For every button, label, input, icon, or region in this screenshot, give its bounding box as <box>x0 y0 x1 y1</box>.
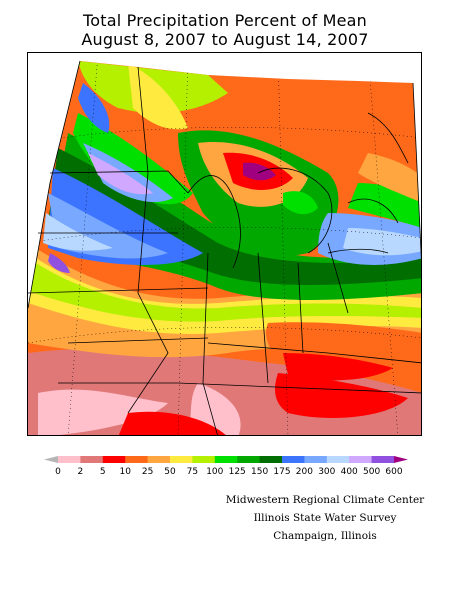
legend-swatch <box>214 456 238 463</box>
credit-survey: Illinois State Water Survey <box>253 512 397 524</box>
legend-tick-label: 300 <box>318 467 335 475</box>
legend-tick-label: 5 <box>100 467 106 475</box>
legend-swatch <box>192 456 216 463</box>
legend-swatch <box>147 456 171 463</box>
legend-swatch <box>237 456 261 463</box>
legend-swatch <box>259 456 283 463</box>
legend-tick-label: 25 <box>142 467 153 475</box>
legend-swatch <box>102 456 126 463</box>
legend-swatch <box>304 456 328 463</box>
legend-swatch <box>58 456 81 463</box>
legend-arrow-low <box>44 456 58 463</box>
legend-swatch <box>80 456 104 463</box>
credit-organization: Midwestern Regional Climate Center <box>225 494 425 506</box>
legend-tick-label: 400 <box>341 467 358 475</box>
legend-tick-label: 100 <box>206 467 223 475</box>
legend-tick-label: 0 <box>55 467 61 475</box>
legend-tick-label: 125 <box>229 467 246 475</box>
legend-swatch <box>326 456 350 463</box>
credit-location: Champaign, Illinois <box>273 530 377 542</box>
legend-tick-label: 2 <box>78 467 84 475</box>
legend-tick-label: 10 <box>119 467 131 475</box>
legend-tick-label: 200 <box>296 467 313 475</box>
precipitation-map-graphic <box>28 60 421 435</box>
legend-swatch <box>170 456 193 463</box>
map-title: Total Precipitation Percent of Mean <box>83 11 367 30</box>
state-boundaries <box>28 60 421 435</box>
legend-swatch <box>282 456 305 463</box>
graticule <box>28 61 421 435</box>
legend-tick-label: 50 <box>164 467 176 475</box>
map-subtitle: August 8, 2007 to August 14, 2007 <box>81 30 369 49</box>
legend-tick-label: 500 <box>363 467 380 475</box>
color-scale-legend: 0 2 5 10 25 50 75 100 125 150 175 200 300 400 500 600 <box>44 456 408 475</box>
legend-tick-label: 75 <box>187 467 198 475</box>
legend-swatch <box>125 456 149 463</box>
precipitation-shading <box>28 61 421 435</box>
legend-tick-label: 150 <box>251 467 268 475</box>
legend-arrow-high <box>394 456 408 463</box>
legend-tick-label: 600 <box>385 467 402 475</box>
legend-swatch <box>371 456 395 463</box>
legend-tick-label: 175 <box>273 467 290 475</box>
precipitation-map <box>27 52 422 436</box>
legend-swatch <box>349 456 373 463</box>
